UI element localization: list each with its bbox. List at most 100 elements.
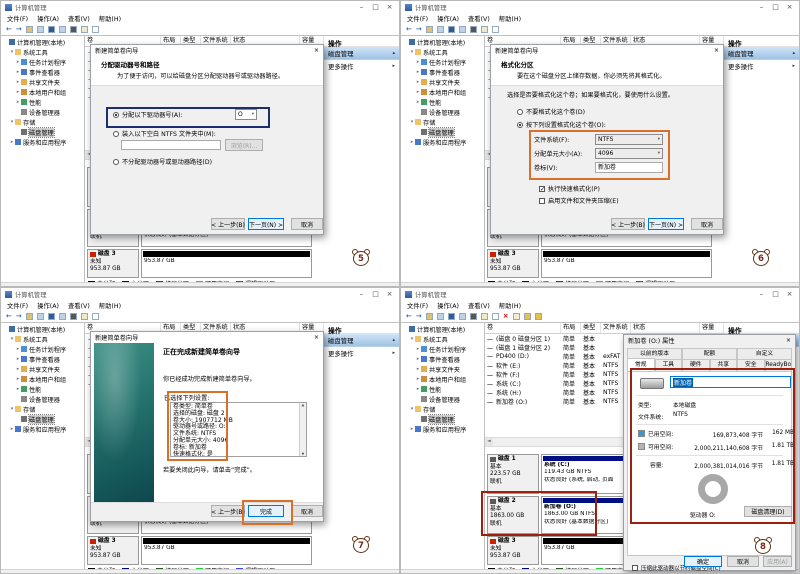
tree-expand-icon[interactable]: ▸ bbox=[410, 139, 414, 145]
toolbar-icon[interactable] bbox=[458, 25, 466, 33]
toolbar-icon[interactable] bbox=[58, 25, 66, 33]
tree-expand-icon[interactable]: ▸ bbox=[16, 366, 20, 372]
toolbar-icon[interactable]: → bbox=[15, 25, 22, 33]
toolbar-icon[interactable] bbox=[47, 312, 55, 320]
close-button[interactable]: × bbox=[786, 290, 793, 298]
toolbar-icon[interactable] bbox=[91, 25, 99, 33]
expand-icon[interactable]: ▸ bbox=[392, 350, 395, 356]
mount-path-input[interactable] bbox=[121, 140, 221, 150]
tree-item[interactable]: ▸ 性能 bbox=[16, 99, 42, 107]
toolbar-icon[interactable]: × bbox=[502, 312, 509, 320]
tree-item[interactable]: ▸ 本地用户和组 bbox=[416, 376, 467, 384]
tab-security[interactable]: 安全 bbox=[737, 359, 765, 371]
tree-expand-icon[interactable]: ▸ bbox=[416, 376, 420, 382]
scroll-left-icon[interactable]: ◄ bbox=[85, 151, 93, 159]
col-status[interactable]: 状态 bbox=[231, 36, 300, 46]
tree-item[interactable]: 计算机管理(本地) bbox=[401, 324, 484, 334]
tree-item[interactable]: ▾ 系统工具 bbox=[410, 49, 448, 57]
toolbar-icon[interactable]: → bbox=[15, 312, 22, 320]
tree-expand-icon[interactable]: ▸ bbox=[416, 99, 420, 105]
toolbar-icon[interactable] bbox=[25, 25, 33, 33]
tree-expand-icon[interactable]: ▸ bbox=[16, 346, 20, 352]
tree-item[interactable]: ▸ 共享文件夹 bbox=[416, 79, 460, 87]
toolbar-icon[interactable] bbox=[425, 312, 433, 320]
toolbar-icon[interactable] bbox=[25, 312, 33, 320]
tree-item[interactable]: ▸ 任务计划程序 bbox=[16, 346, 67, 354]
toolbar-icon[interactable] bbox=[58, 312, 66, 320]
tab-customize[interactable]: 自定义 bbox=[737, 348, 792, 360]
toolbar-icon[interactable] bbox=[69, 25, 77, 33]
tree-item[interactable]: 计算机管理(本地) bbox=[1, 324, 84, 334]
tree-item[interactable]: ▾ 存储 bbox=[410, 119, 436, 127]
minimize-button[interactable]: – bbox=[359, 290, 364, 298]
collapse-icon[interactable]: ▴ bbox=[392, 50, 395, 56]
browse-button[interactable]: 浏览(R)... bbox=[225, 139, 263, 151]
tree-expand-icon[interactable]: ▸ bbox=[10, 426, 14, 432]
drive-letter-dropdown[interactable]: O ▾ bbox=[235, 109, 257, 120]
maximize-button[interactable]: □ bbox=[772, 3, 779, 11]
tree-item[interactable]: 设备管理器 bbox=[1, 107, 84, 117]
col-status[interactable]: 状态 bbox=[631, 36, 700, 46]
actions-more[interactable]: 更多操作▸ bbox=[728, 62, 795, 71]
tree-item[interactable]: ▸ 性能 bbox=[416, 386, 442, 394]
next-button[interactable]: 下一页(N) > bbox=[248, 218, 284, 230]
tree-item[interactable]: 磁盘管理 bbox=[401, 413, 484, 425]
scroll-left-icon[interactable]: ◄ bbox=[85, 438, 93, 446]
toolbar-icon[interactable] bbox=[436, 25, 444, 33]
tree-expand-icon[interactable]: ▸ bbox=[416, 386, 420, 392]
tree-item[interactable]: ▸ 事件查看器 bbox=[416, 69, 460, 77]
tree-item[interactable]: ▸ 事件查看器 bbox=[16, 356, 60, 364]
col-filesystem[interactable]: 文件系统 bbox=[201, 36, 231, 46]
cancel-button[interactable]: 取消 bbox=[291, 505, 323, 517]
toolbar-icon[interactable] bbox=[447, 25, 455, 33]
menu-item[interactable]: 文件(F) bbox=[407, 15, 429, 23]
filesystem-dropdown[interactable]: NTFS ▾ bbox=[595, 134, 663, 145]
cancel-button[interactable]: 取消 bbox=[291, 218, 323, 230]
col-layout[interactable]: 布局 bbox=[161, 36, 181, 46]
tree-expand-icon[interactable]: ▾ bbox=[410, 119, 414, 125]
close-button[interactable]: × bbox=[386, 290, 393, 298]
toolbar-icon[interactable] bbox=[469, 25, 477, 33]
tree-item[interactable]: 磁盘管理 bbox=[401, 126, 484, 138]
cancel-button[interactable]: 取消 bbox=[727, 556, 759, 567]
toolbar-icon[interactable]: → bbox=[415, 25, 422, 33]
quick-format-checkbox[interactable]: 执行快速格式化(P) bbox=[539, 184, 600, 193]
expand-icon[interactable]: ▸ bbox=[392, 63, 395, 69]
partition-unallocated[interactable]: 953.87 GB bbox=[541, 249, 712, 278]
tree-item[interactable]: ▸ 任务计划程序 bbox=[416, 59, 467, 67]
toolbar-icon[interactable]: → bbox=[415, 312, 422, 320]
tab-readyboost[interactable]: ReadyBoost bbox=[764, 359, 792, 371]
tree-expand-icon[interactable]: ▸ bbox=[16, 79, 20, 85]
toolbar-icon[interactable] bbox=[469, 312, 477, 320]
tab-tools[interactable]: 工具 bbox=[654, 359, 682, 371]
tree-expand-icon[interactable]: ▾ bbox=[410, 406, 414, 412]
actions-disk-management[interactable]: 磁盘管理▴ bbox=[324, 334, 399, 347]
compress-drive-checkbox[interactable]: 压缩此驱动器以节约磁盘空间(C) bbox=[632, 564, 721, 572]
actions-more[interactable]: 更多操作▸ bbox=[328, 62, 395, 71]
toolbar-icon[interactable] bbox=[436, 312, 444, 320]
toolbar-icon[interactable] bbox=[36, 312, 44, 320]
col-volume[interactable]: 卷 bbox=[485, 36, 561, 46]
minimize-button[interactable]: – bbox=[759, 3, 764, 11]
tree-item[interactable]: ▸ 服务和应用程序 bbox=[410, 139, 467, 147]
tab-previous-versions[interactable]: 以前的版本 bbox=[627, 348, 682, 360]
maximize-button[interactable]: □ bbox=[372, 3, 379, 11]
toolbar-icon[interactable] bbox=[36, 25, 44, 33]
toolbar-icon[interactable]: ← bbox=[6, 25, 12, 33]
tree-item[interactable]: ▸ 任务计划程序 bbox=[16, 59, 67, 67]
tree-item[interactable]: ▸ 本地用户和组 bbox=[16, 89, 67, 97]
close-icon[interactable]: × bbox=[713, 47, 719, 54]
tree-item[interactable]: ▸ 性能 bbox=[16, 386, 42, 394]
toolbar-icon[interactable] bbox=[491, 312, 499, 320]
tree-expand-icon[interactable]: ▸ bbox=[416, 59, 420, 65]
allocation-unit-dropdown[interactable]: 4096 ▾ bbox=[595, 148, 663, 159]
toolbar-icon[interactable] bbox=[447, 312, 455, 320]
settings-summary-list[interactable]: 卷类型: 简单卷 选择的磁盘: 磁盘 2 卷大小: 1907712 MB 驱动器号或路… bbox=[170, 402, 307, 457]
toolbar-icon[interactable] bbox=[47, 25, 55, 33]
menu-item[interactable]: 查看(V) bbox=[467, 302, 490, 310]
tree-item[interactable]: ▸ 服务和应用程序 bbox=[10, 139, 67, 147]
toolbar-icon[interactable]: ← bbox=[406, 312, 412, 320]
cancel-button[interactable]: 取消 bbox=[691, 218, 723, 230]
next-button[interactable]: 下一页(N) > bbox=[648, 218, 684, 230]
col-capacity[interactable]: 容量 bbox=[300, 36, 324, 46]
